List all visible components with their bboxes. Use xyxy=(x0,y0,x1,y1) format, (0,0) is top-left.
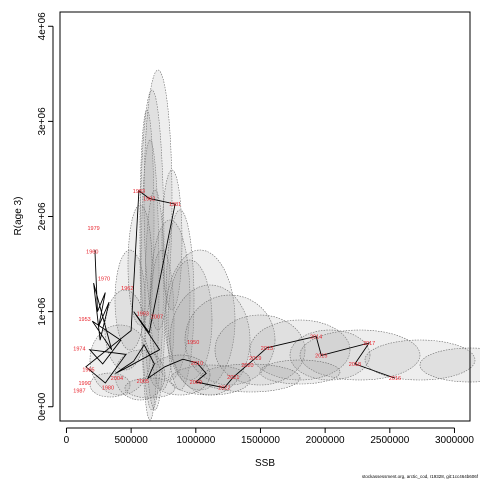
confidence-ellipse xyxy=(114,349,166,401)
year-point-label: 1970 xyxy=(98,276,110,282)
year-point-label: 2007 xyxy=(151,314,163,320)
confidence-ellipse xyxy=(127,204,153,326)
confidence-ellipse xyxy=(149,354,211,396)
y-tick-label: 4e+06 xyxy=(37,12,48,41)
year-point-label: 1983 xyxy=(133,189,145,195)
axes: 0 500000 1000000 1500000 2000000 2500000 30000… xyxy=(37,12,474,446)
year-point-label: 2010 xyxy=(191,361,203,367)
caption: stockassessment.org, arctic_cod, r19328,… xyxy=(362,474,479,479)
confidence-ellipse xyxy=(299,329,421,381)
year-point-label: 1950 xyxy=(187,340,199,346)
year-point-label: 1981 xyxy=(169,202,181,208)
y-axis-label: R(age 3) xyxy=(13,197,24,236)
confidence-ellipse xyxy=(124,377,176,399)
confidence-ellipse xyxy=(184,294,276,386)
confidence-ellipses xyxy=(89,69,480,421)
confidence-ellipse xyxy=(149,249,175,391)
x-tick-label: 2500000 xyxy=(370,435,409,446)
confidence-ellipse xyxy=(89,324,151,396)
x-tick-label: 3000000 xyxy=(435,435,474,446)
year-point-label: 2020 xyxy=(241,363,253,369)
year-point-label: 1962 xyxy=(121,286,133,292)
x-tick-label: 1000000 xyxy=(176,435,215,446)
confidence-ellipse xyxy=(114,249,146,351)
year-point-label: 2004 xyxy=(111,376,123,382)
year-point-label: 2019 xyxy=(249,356,261,362)
plot-frame xyxy=(59,11,471,422)
year-point-label: 1974 xyxy=(73,347,85,353)
year-point-label: 1960 xyxy=(86,250,98,256)
confidence-ellipse xyxy=(161,169,183,311)
year-point-label: 2016 xyxy=(389,376,401,382)
year-point-label: 1993 xyxy=(137,312,149,318)
confidence-ellipse xyxy=(259,359,341,385)
x-tick-label: 0 xyxy=(64,435,70,446)
year-point-label: 1979 xyxy=(87,226,99,232)
confidence-ellipse xyxy=(169,364,251,396)
y-tick-label: 0e+00 xyxy=(37,392,48,421)
y-tick-label: 3e+06 xyxy=(37,107,48,136)
year-point-label: 1980 xyxy=(102,386,114,392)
year-point-label: 1982 xyxy=(143,196,155,202)
trajectory-line xyxy=(85,189,396,389)
confidence-ellipse xyxy=(149,219,191,381)
year-point-label: 2013 xyxy=(261,346,273,352)
x-axis-label: SSB xyxy=(255,458,275,469)
year-point-label: 2022 xyxy=(218,386,230,392)
year-point-label: 2017 xyxy=(363,341,375,347)
confidence-ellipse xyxy=(104,289,146,371)
year-point-label: 1987 xyxy=(73,389,85,395)
year-point-label: 2018 xyxy=(349,362,361,368)
year-point-label: 2021 xyxy=(227,375,239,381)
year-point-label: 1985 xyxy=(82,368,94,374)
year-point-label: 1990 xyxy=(78,381,90,387)
confidence-ellipse xyxy=(419,347,480,383)
year-point-label: 2015 xyxy=(315,353,327,359)
confidence-ellipse xyxy=(140,139,160,421)
x-tick-label: 500000 xyxy=(114,435,148,446)
confidence-ellipse xyxy=(169,284,251,396)
confidence-ellipse xyxy=(364,339,476,381)
x-tick-label: 2000000 xyxy=(306,435,345,446)
year-point-label: 2014 xyxy=(310,334,322,340)
year-point-label: 1953 xyxy=(78,317,90,323)
y-tick-label: 1e+06 xyxy=(37,297,48,326)
confidence-ellipse xyxy=(164,249,236,391)
year-point-label: 2005 xyxy=(137,379,149,385)
x-tick-label: 1500000 xyxy=(241,435,280,446)
y-tick-label: 2e+06 xyxy=(37,202,48,231)
year-point-label: 2009 xyxy=(190,380,202,386)
